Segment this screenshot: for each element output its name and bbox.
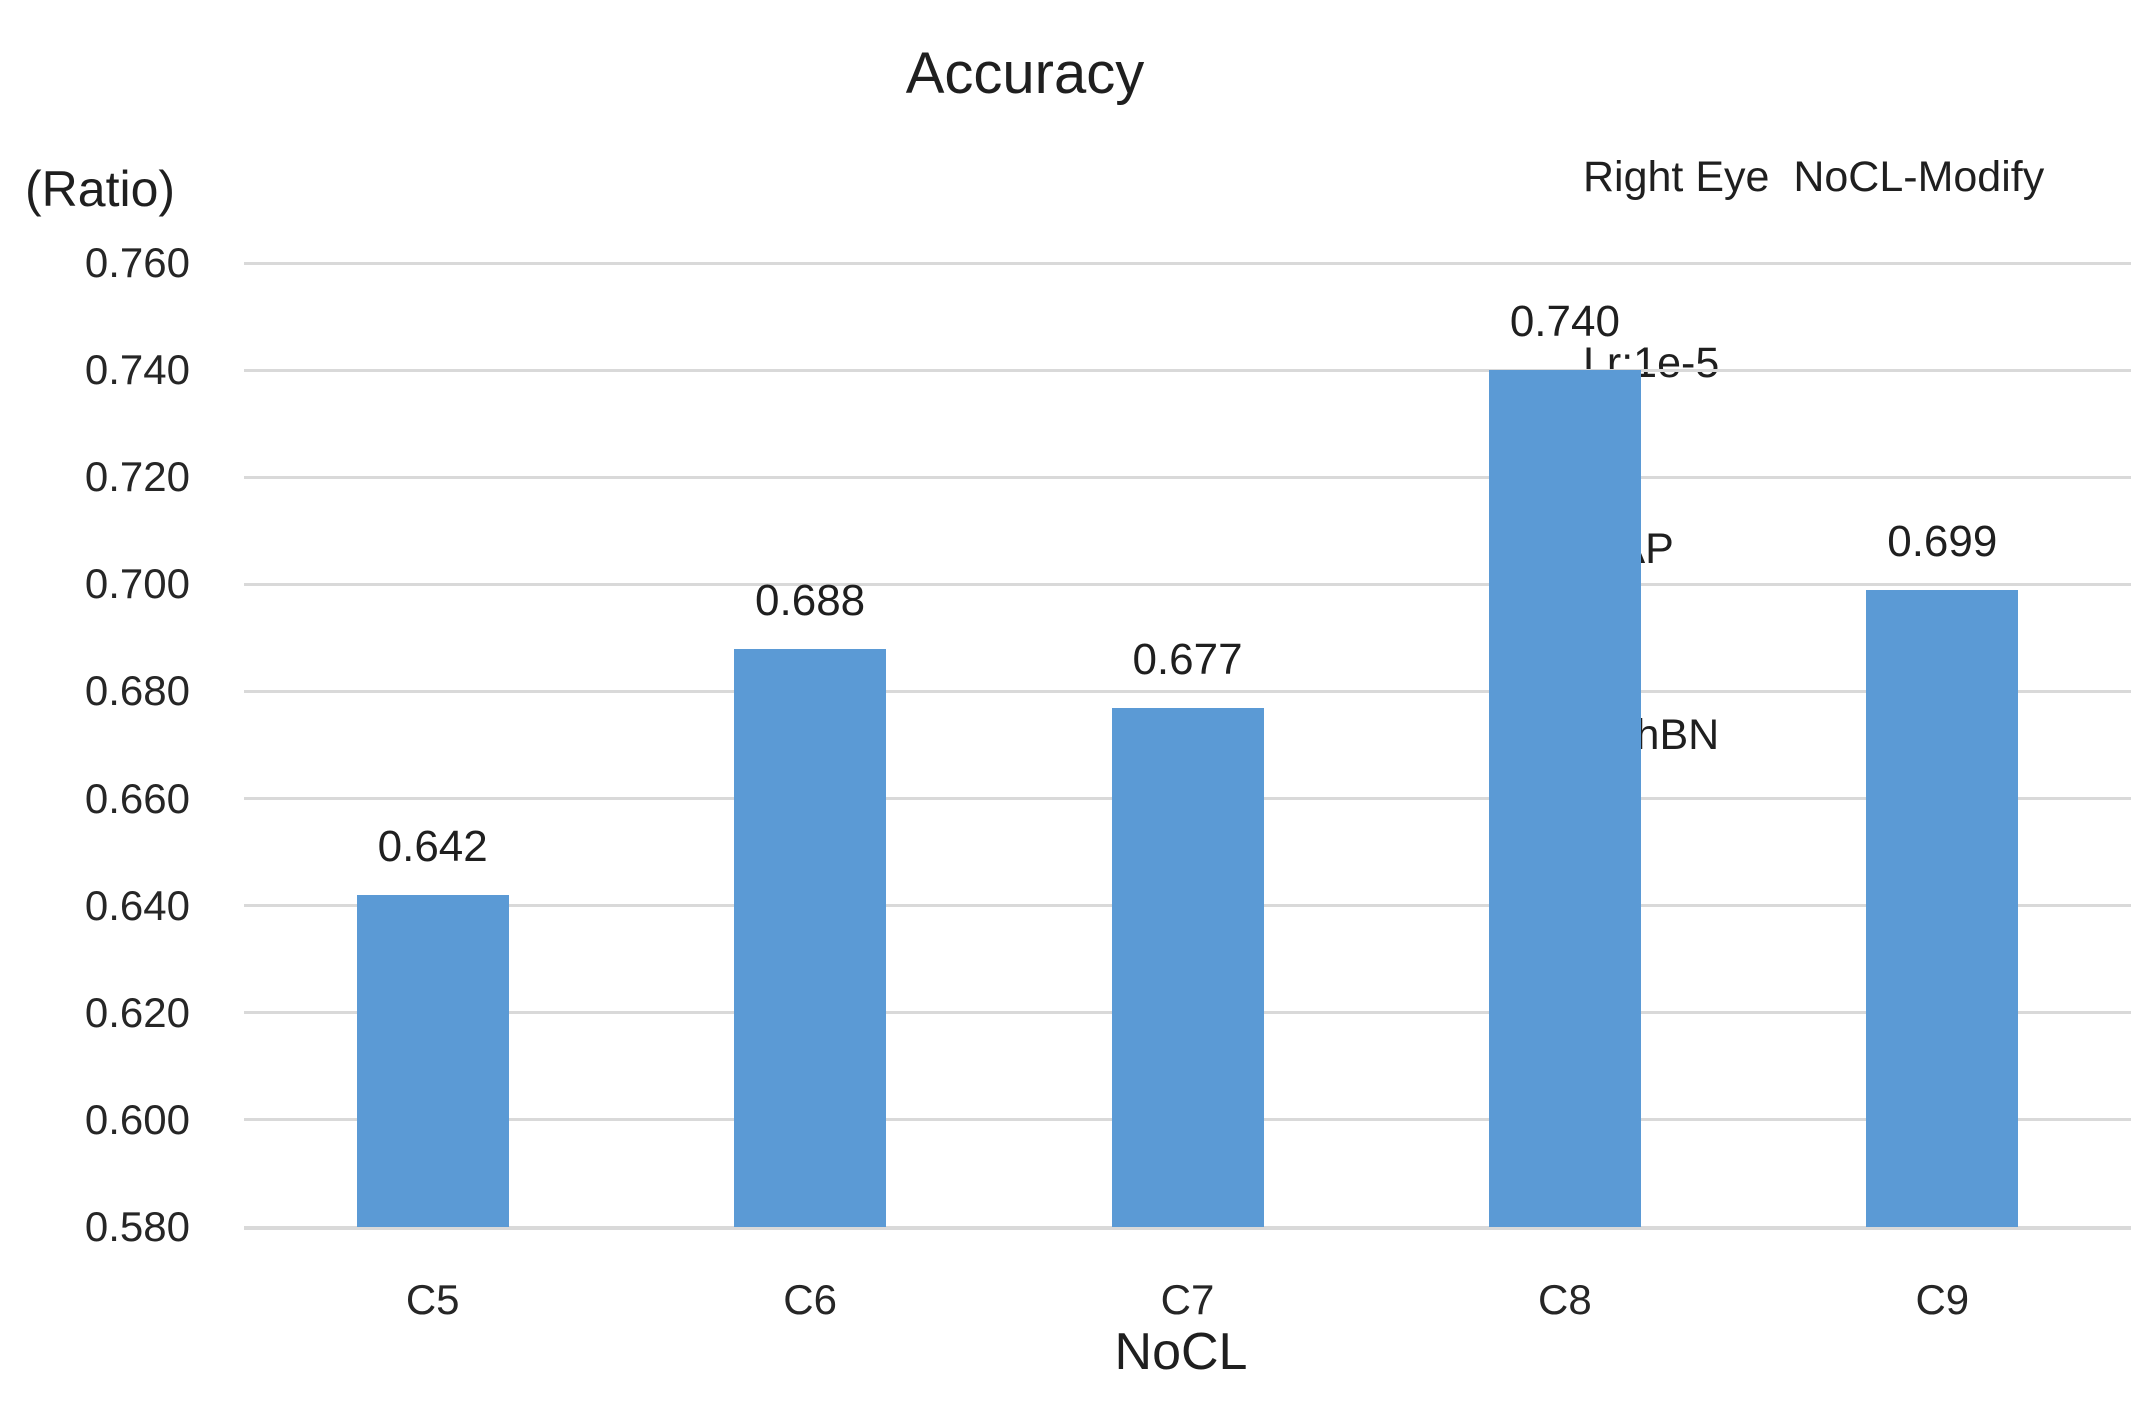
- chart-title: Accuracy: [905, 41, 1145, 106]
- bar-value-label: 0.677: [1132, 634, 1243, 684]
- bar-value-label: 0.642: [377, 821, 488, 871]
- bar-c9: [1866, 589, 2019, 1227]
- gridline: [244, 261, 2131, 265]
- gridline: [244, 582, 2131, 586]
- y-tick-label: 0.660: [84, 774, 190, 822]
- x-tick-label: C9: [1915, 1276, 1970, 1323]
- y-tick-label: 0.620: [84, 988, 190, 1036]
- bar-c5: [356, 894, 509, 1227]
- y-tick-label: 0.680: [84, 667, 190, 715]
- bar-value-label: 0.688: [755, 575, 866, 625]
- y-axis-unit-label: (Ratio): [25, 161, 176, 217]
- x-tick-label: C7: [1160, 1276, 1215, 1323]
- bar-c6: [734, 648, 887, 1227]
- gridline: [244, 1225, 2131, 1230]
- bar-value-label: 0.740: [1509, 297, 1620, 347]
- x-tick-label: C6: [783, 1276, 837, 1323]
- x-tick-label: C5: [405, 1276, 460, 1323]
- gridline: [244, 689, 2131, 693]
- bar-value-label: 0.699: [1887, 516, 1998, 566]
- y-tick-label: 0.580: [84, 1203, 190, 1250]
- annotation-line: Right Eye NoCL-Modify: [1583, 153, 2045, 201]
- gridline: [244, 475, 2131, 479]
- gridline: [244, 368, 2131, 372]
- y-tick-label: 0.600: [84, 1095, 190, 1143]
- bar-c8: [1488, 370, 1641, 1227]
- y-tick-label: 0.640: [84, 881, 190, 929]
- bar-c7: [1111, 707, 1264, 1227]
- x-tick-label: C8: [1538, 1276, 1592, 1323]
- y-tick-label: 0.740: [84, 346, 190, 394]
- y-tick-label: 0.700: [84, 560, 190, 608]
- x-axis-title: NoCL: [1114, 1323, 1248, 1381]
- y-tick-label: 0.720: [84, 453, 190, 501]
- y-tick-label: 0.760: [84, 239, 190, 286]
